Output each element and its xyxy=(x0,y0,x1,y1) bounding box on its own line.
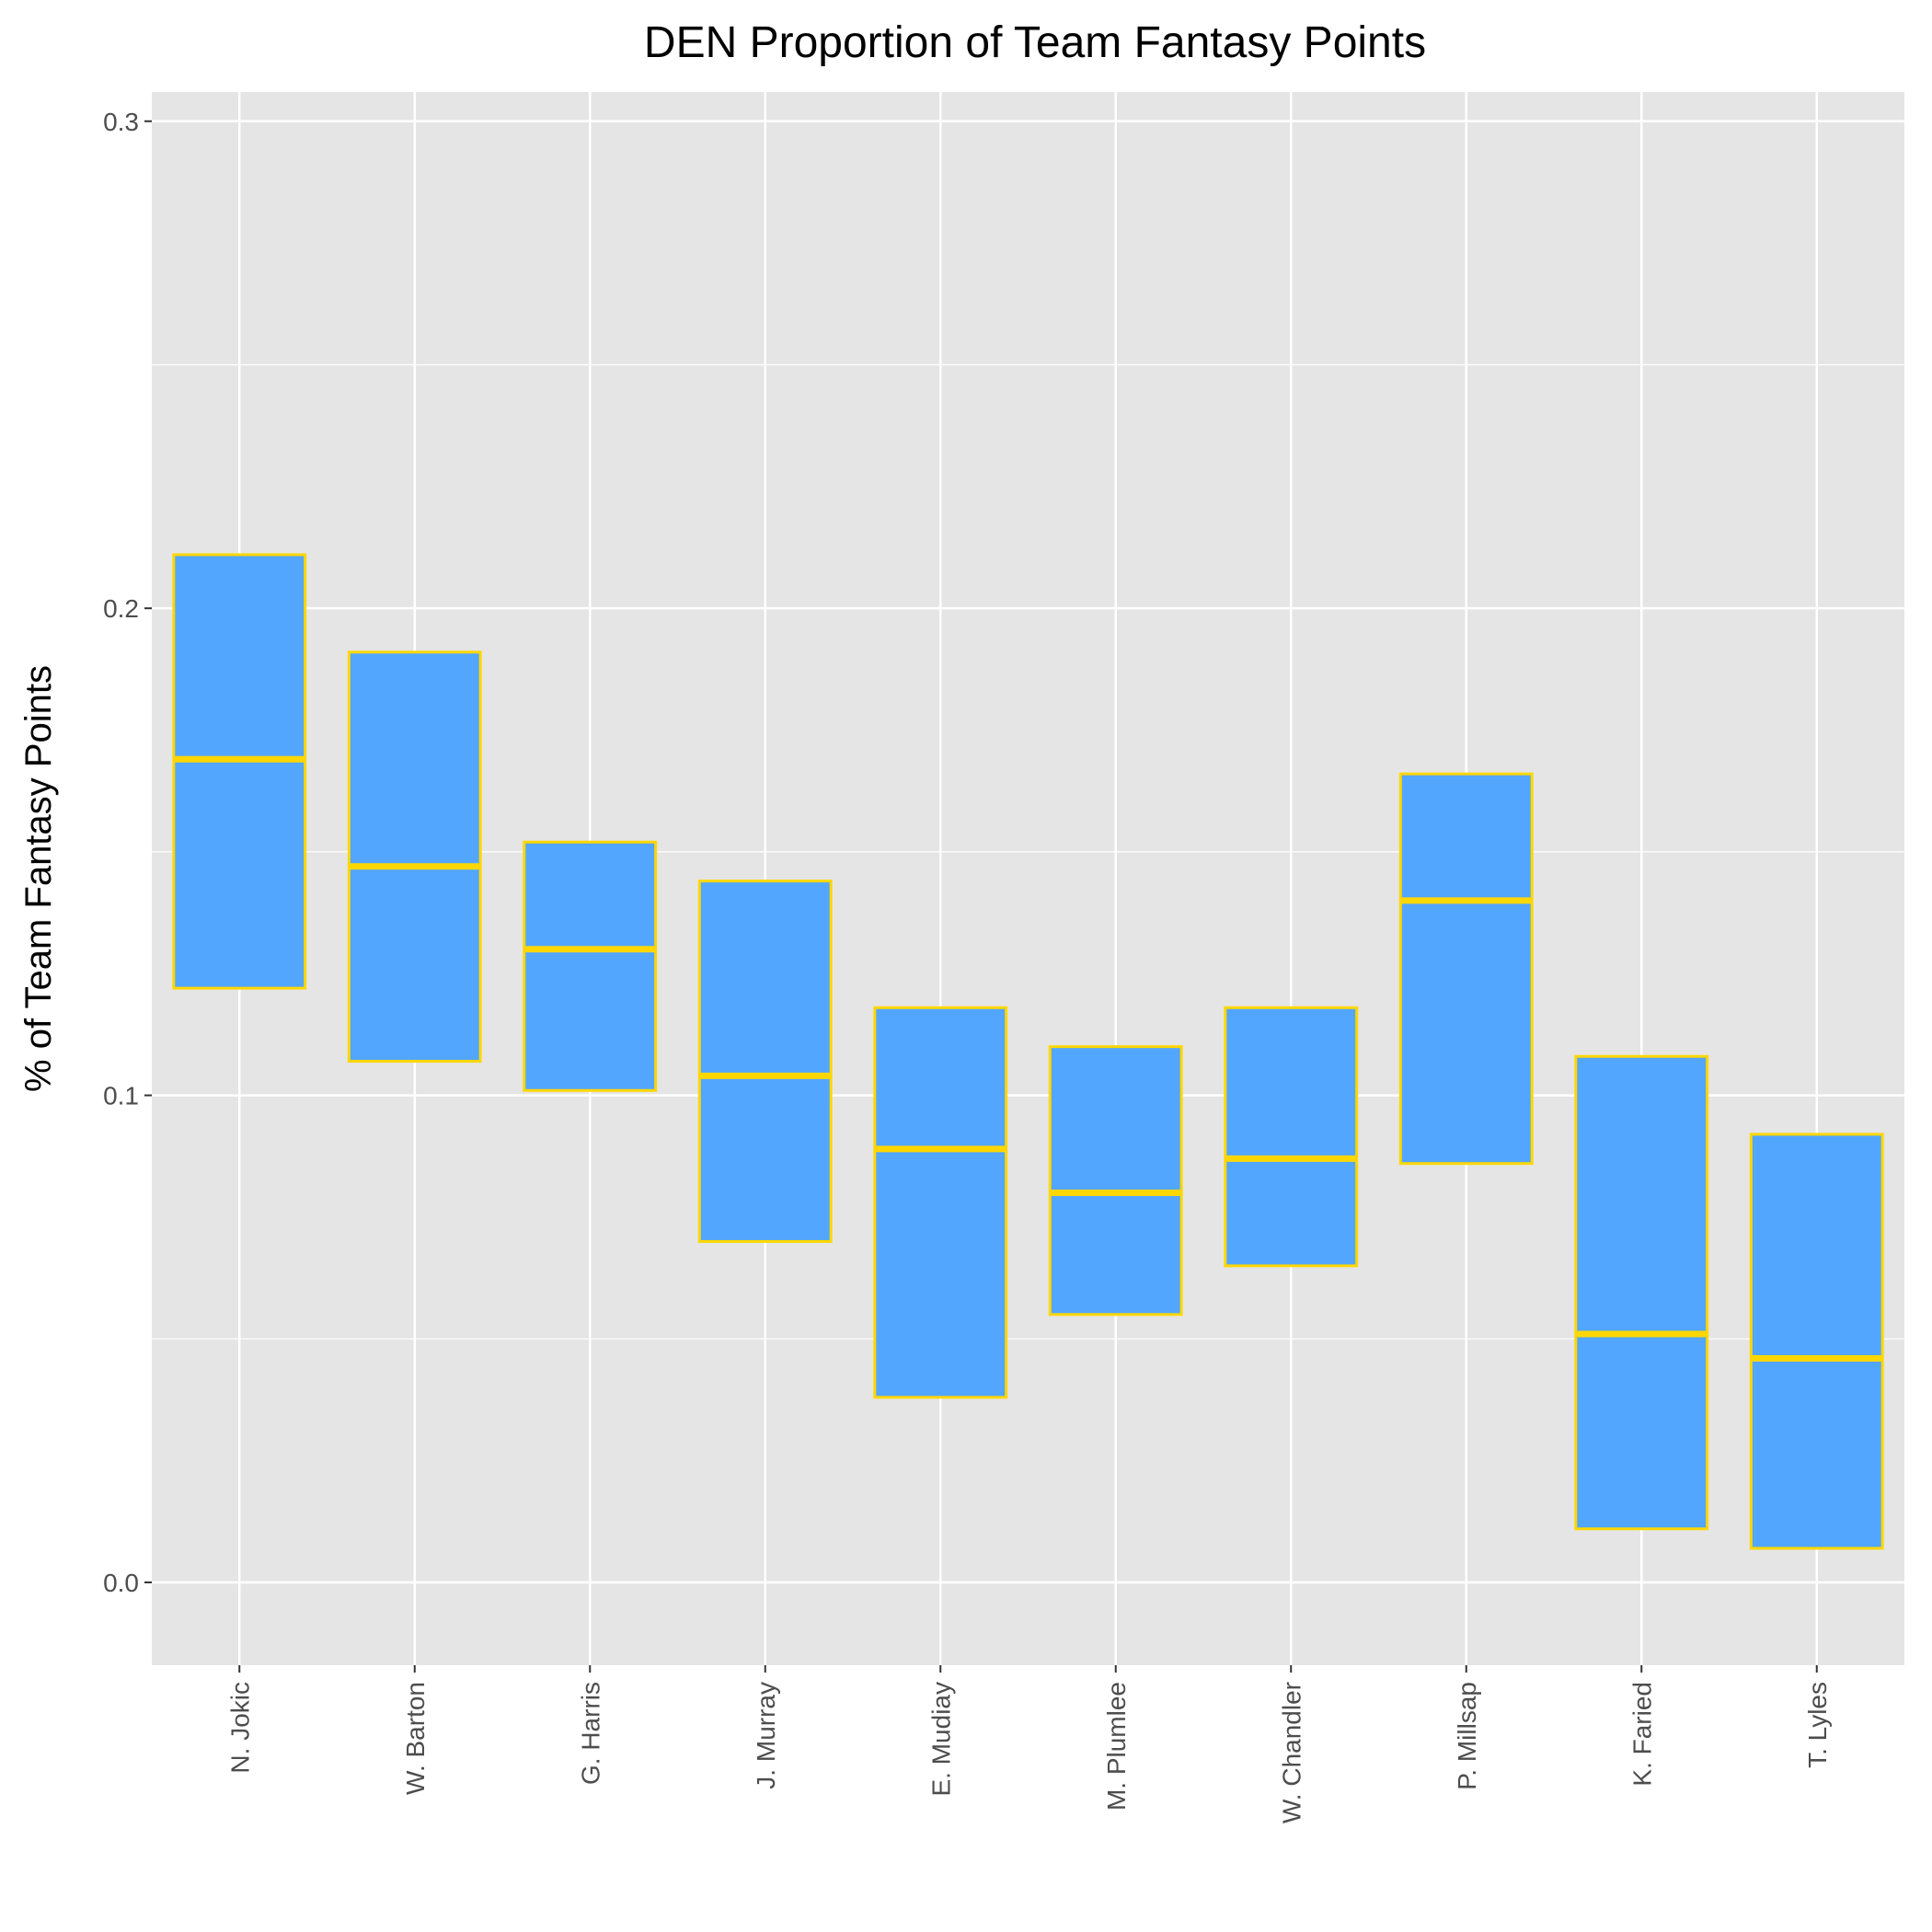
x-tick-label: K. Faried xyxy=(1627,1682,1656,1787)
y-axis: 0.0 0.1 0.2 0.3 xyxy=(103,108,152,1597)
y-axis-label: % of Team Fantasy Points xyxy=(18,665,59,1092)
y-tick-label: 0.2 xyxy=(103,594,139,623)
box xyxy=(1749,1133,1884,1550)
y-tick-label: 0.3 xyxy=(103,108,139,136)
box xyxy=(1398,772,1534,1166)
y-tick-label: 0.0 xyxy=(103,1569,139,1597)
box xyxy=(523,840,658,1092)
x-tick-label: M. Plumlee xyxy=(1102,1682,1131,1811)
x-tick-label: T. Lyles xyxy=(1803,1682,1832,1768)
boxes xyxy=(172,553,1884,1550)
box xyxy=(873,1006,1008,1399)
box xyxy=(347,650,482,1064)
x-tick-label: W. Barton xyxy=(401,1682,430,1795)
x-tick-label: W. Chandler xyxy=(1277,1682,1305,1823)
x-tick-label: E. Mudiay xyxy=(926,1682,955,1797)
x-tick-label: N. Jokic xyxy=(225,1682,254,1774)
x-axis: N. Jokic W. Barton G. Harris J. Murray E. Mu… xyxy=(225,1665,1832,1823)
chart-title: DEN Proportion of Team Fantasy Points xyxy=(644,18,1426,67)
x-tick-label: P. Millsap xyxy=(1453,1682,1481,1790)
box xyxy=(1224,1006,1359,1268)
x-tick-label: J. Murray xyxy=(752,1682,780,1789)
box xyxy=(697,880,833,1243)
box xyxy=(1574,1054,1709,1531)
box xyxy=(172,553,307,990)
y-tick-label: 0.1 xyxy=(103,1082,139,1110)
box xyxy=(1048,1045,1183,1317)
x-tick-label: G. Harris xyxy=(576,1682,604,1785)
